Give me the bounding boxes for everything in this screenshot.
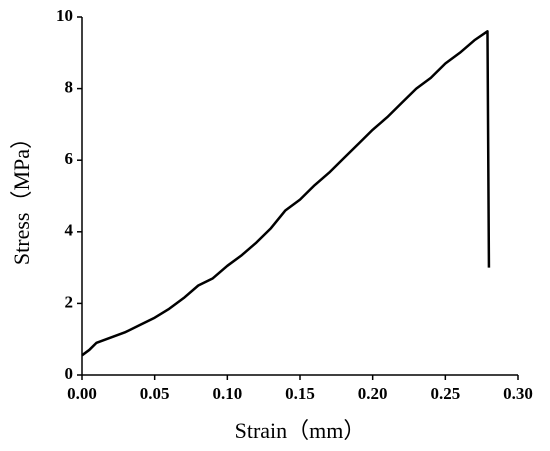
y-axis-title: Stress（MPa）	[9, 127, 34, 265]
x-tick-label: 0.00	[67, 384, 97, 403]
x-tick-label: 0.10	[212, 384, 242, 403]
x-axis-title: Strain（mm）	[235, 418, 366, 443]
line	[81, 30, 491, 357]
y-tick-label: 10	[56, 6, 73, 25]
x-tick-label: 0.30	[503, 384, 533, 403]
y-tick-label: 2	[65, 292, 74, 311]
y-tick-label: 6	[65, 149, 74, 168]
x-tick-label: 0.25	[430, 384, 460, 403]
y-tick-label: 0	[65, 364, 74, 383]
y-tick-label: 4	[65, 221, 74, 240]
x-tick-label: 0.05	[140, 384, 170, 403]
x-tick-label: 0.20	[358, 384, 388, 403]
x-tick-label: 0.15	[285, 384, 315, 403]
y-tick-label: 8	[65, 78, 74, 97]
